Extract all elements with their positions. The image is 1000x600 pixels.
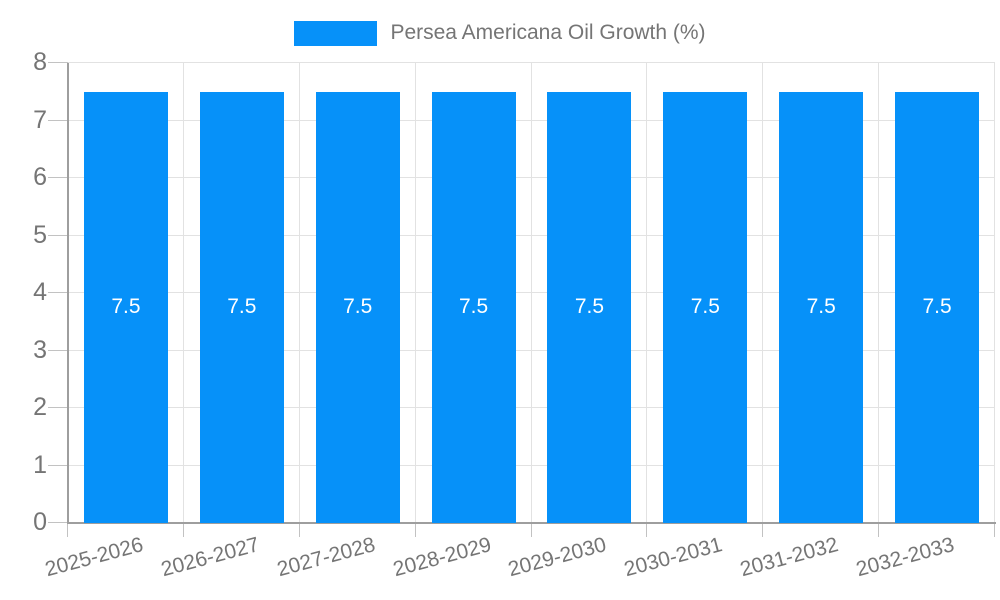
y-axis-label: 4 [33, 278, 47, 306]
y-tick [48, 177, 68, 178]
bar[interactable] [199, 91, 284, 523]
x-tick [182, 523, 184, 537]
bar[interactable] [83, 91, 168, 523]
x-tick [762, 523, 764, 537]
x-gridline [298, 63, 300, 523]
y-tick [48, 292, 68, 293]
y-gridline [68, 407, 995, 408]
x-tick [878, 523, 880, 537]
y-axis-label: 5 [33, 220, 47, 249]
y-axis-label: 1 [33, 450, 47, 479]
y-tick [48, 234, 68, 236]
bar[interactable] [779, 91, 864, 523]
x-gridline [530, 63, 532, 523]
x-gridline [182, 63, 184, 523]
x-gridline [878, 63, 880, 523]
y-gridline [68, 464, 995, 466]
y-axis-label: 2 [33, 393, 47, 421]
x-tick [67, 523, 68, 537]
y-tick [48, 464, 68, 466]
y-gridline [68, 62, 995, 63]
x-tick [530, 523, 532, 537]
x-gridline [762, 63, 764, 523]
x-tick [414, 523, 416, 537]
y-tick [48, 349, 68, 351]
bar[interactable] [663, 91, 748, 523]
y-axis-label: 3 [33, 335, 47, 364]
x-gridline [414, 63, 416, 523]
bar[interactable] [547, 91, 632, 523]
y-tick [48, 62, 68, 63]
x-tick [646, 523, 648, 537]
y-gridline [68, 292, 995, 293]
y-tick [48, 119, 68, 121]
bar[interactable] [431, 91, 516, 523]
y-axis-label: 8 [33, 48, 47, 76]
legend-label: Persea Americana Oil Growth (%) [390, 21, 706, 44]
x-gridline [646, 63, 648, 523]
y-axis-line [67, 63, 69, 524]
bar[interactable] [315, 91, 400, 523]
y-gridline [68, 119, 995, 121]
y-axis-label: 6 [33, 163, 47, 191]
y-gridline [68, 234, 995, 236]
y-axis-label: 7 [33, 105, 47, 134]
y-tick [48, 407, 68, 408]
y-gridline [68, 349, 995, 351]
y-tick [48, 522, 68, 523]
y-gridline [68, 177, 995, 178]
x-tick [298, 523, 300, 537]
x-axis-line [67, 522, 996, 524]
x-gridline [994, 63, 995, 523]
chart-legend-item[interactable]: Persea Americana Oil Growth (%) [0, 18, 1000, 48]
bar[interactable] [895, 91, 980, 523]
legend-swatch-icon [294, 20, 378, 46]
y-axis-label: 0 [33, 508, 47, 536]
x-tick [994, 523, 995, 537]
